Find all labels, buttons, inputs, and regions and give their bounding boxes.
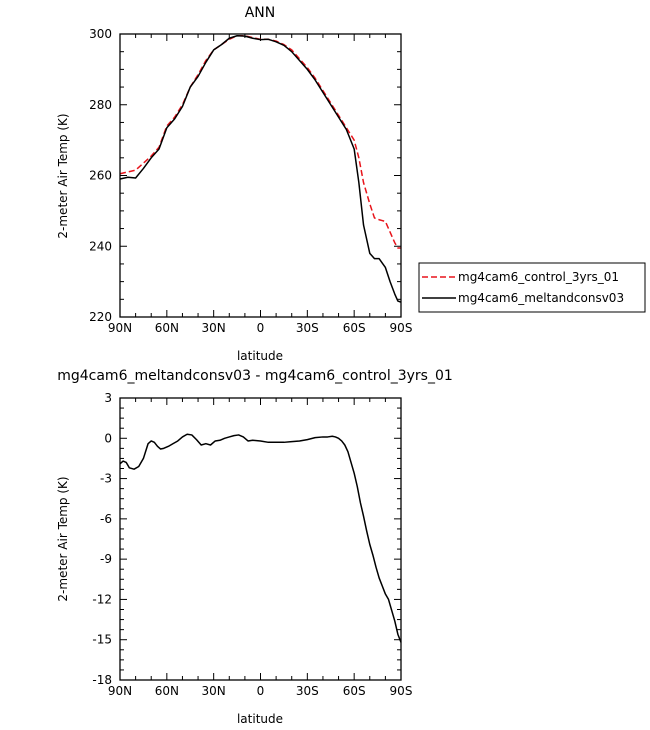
- bottom-x-tick-label: 30S: [296, 684, 319, 698]
- bottom-x-tick-label: 90S: [390, 684, 413, 698]
- bottom-y-tick-label: -18: [92, 673, 112, 687]
- legend: mg4cam6_control_3yrs_01 mg4cam6_meltandc…: [418, 262, 646, 313]
- top-x-tick-label: 30N: [202, 321, 226, 335]
- bottom-x-tick-label: 0: [257, 684, 265, 698]
- bottom-panel: mg4cam6_meltandconsv03 - mg4cam6_control…: [56, 368, 453, 726]
- bottom-y-tick-label: -9: [100, 552, 112, 566]
- bottom-series-lines: [119, 433, 402, 643]
- top-x-tick-label: 60N: [155, 321, 179, 335]
- legend-label-meltandconsv03: mg4cam6_meltandconsv03: [458, 291, 624, 305]
- bottom-y-tick-label: -15: [92, 633, 112, 647]
- top-x-tick-label: 30S: [296, 321, 319, 335]
- bottom-chart-title: mg4cam6_meltandconsv03 - mg4cam6_control…: [57, 368, 453, 384]
- bottom-x-tick-label: 30N: [202, 684, 226, 698]
- top-plot-frame: [119, 33, 402, 318]
- bottom-y-tick-label: -6: [100, 512, 112, 526]
- bottom-x-tick-label: 60N: [155, 684, 179, 698]
- bottom-y-axis-label: 2-meter Air Temp (K): [56, 476, 70, 601]
- legend-box: [418, 262, 646, 313]
- bottom-y-tick-label: -12: [92, 592, 112, 606]
- bottom-x-tick-label: 60S: [343, 684, 366, 698]
- top-chart-title: ANN: [245, 5, 276, 21]
- bottom-x-axis-label: latitude: [237, 712, 283, 726]
- bottom-y-tick-label: 3: [104, 391, 112, 405]
- top-y-axis-label: 2-meter Air Temp (K): [56, 113, 70, 238]
- bottom-y-tick-label: 0: [104, 431, 112, 445]
- bottom-series-line-0: [119, 433, 402, 643]
- top-x-tick-label: 60S: [343, 321, 366, 335]
- bottom-axis-ticks: 90N 60N 30N 0 30S 60S 90S -18 -15 -12 -9 -6 -3 0 3: [92, 391, 412, 698]
- top-y-tick-label: 220: [89, 310, 112, 324]
- top-x-tick-label: 90S: [390, 321, 413, 335]
- bottom-plot-frame: [119, 397, 402, 681]
- top-panel: ANN 90N 60N 30N 0 30S 60S 90S 220 240 260 280 300 l…: [56, 5, 646, 363]
- top-series-line-1: [119, 35, 402, 303]
- top-axis-ticks: 90N 60N 30N 0 30S 60S 90S 220 240 260 280 300: [89, 27, 412, 335]
- legend-label-control: mg4cam6_control_3yrs_01: [458, 270, 619, 284]
- top-y-tick-label: 300: [89, 27, 112, 41]
- bottom-x-tick-label: 90N: [108, 684, 132, 698]
- top-series-lines: [119, 35, 402, 303]
- bottom-y-tick-label: -3: [100, 472, 112, 486]
- top-y-tick-label: 280: [89, 98, 112, 112]
- top-x-axis-label: latitude: [237, 349, 283, 363]
- top-x-tick-label: 90N: [108, 321, 132, 335]
- top-x-tick-label: 0: [257, 321, 265, 335]
- top-y-tick-label: 240: [89, 239, 112, 253]
- top-y-tick-label: 260: [89, 169, 112, 183]
